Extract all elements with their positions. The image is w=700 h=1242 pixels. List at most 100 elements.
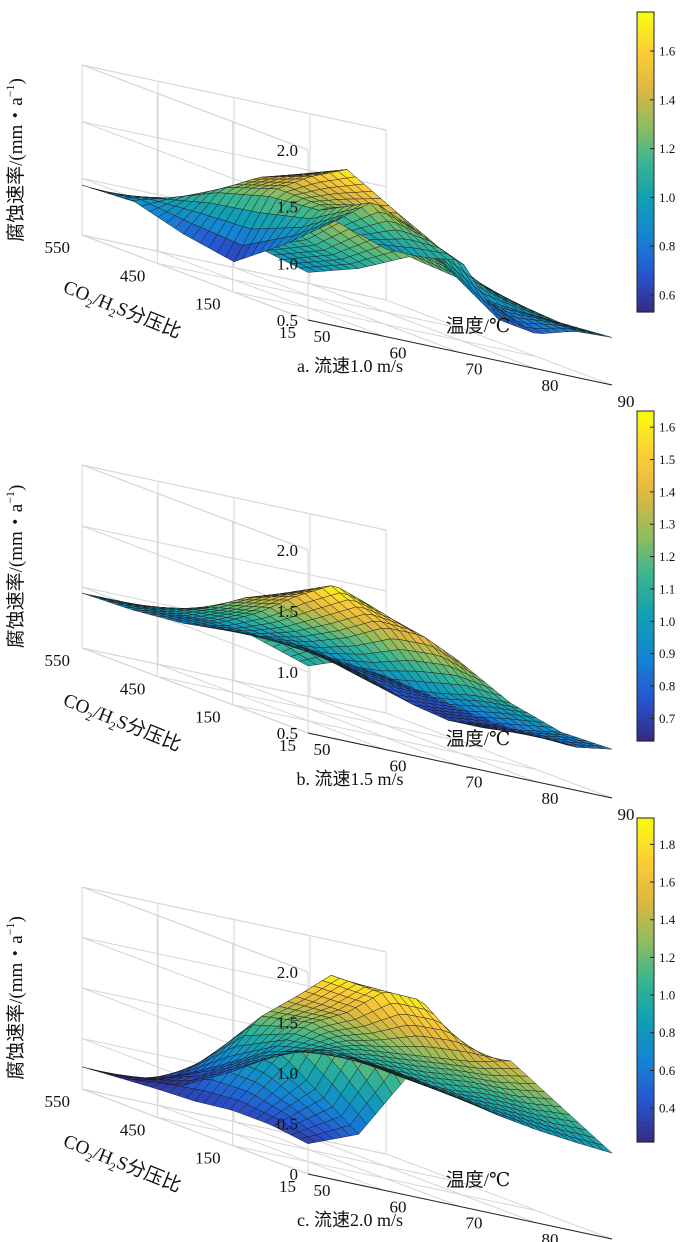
- colorbar-step: [637, 422, 654, 429]
- colorbar-step: [637, 1125, 654, 1132]
- colorbar-step: [637, 1061, 654, 1067]
- colorbar-step: [637, 904, 654, 911]
- colorbar-step: [637, 287, 654, 293]
- colorbar-frame: [636, 410, 655, 742]
- colorbar-step: [637, 137, 654, 143]
- colorbar-step: [637, 1088, 654, 1094]
- colorbar-step: [637, 576, 654, 583]
- y-axis-label: CO2/H2S分压比: [59, 1130, 184, 1200]
- colorbar-step: [637, 242, 654, 248]
- surface-panel-2: 0.5 1.0 1.5 2.0 50 60 70 80 90 15 150 450 550 腐蚀速率/(m…: [3, 410, 676, 824]
- colorbar-step: [637, 647, 654, 654]
- colorbar-step: [637, 521, 654, 528]
- y-tick-label: 15: [279, 323, 296, 342]
- colorbar-step: [637, 47, 654, 53]
- colorbar-step: [637, 157, 654, 163]
- colorbar-step: [637, 77, 654, 83]
- colorbar-step: [637, 433, 654, 440]
- colorbar-step: [637, 182, 654, 188]
- y-tick-label: 550: [45, 1092, 71, 1111]
- colorbar-step: [637, 996, 654, 1003]
- colorbar-step: [637, 818, 654, 824]
- colorbar-tick-label: 1.8: [659, 837, 675, 852]
- surface-mesh: [81, 585, 613, 750]
- colorbar-step: [637, 1050, 654, 1057]
- x-tick-label: 90: [618, 392, 635, 411]
- colorbar-step: [637, 57, 654, 63]
- colorbar-step: [637, 625, 654, 632]
- colorbar-step: [637, 97, 654, 103]
- colorbar-step: [637, 882, 654, 889]
- colorbar-step: [637, 67, 654, 73]
- colorbar-step: [637, 252, 654, 258]
- colorbar-step: [637, 92, 654, 98]
- colorbar-step: [637, 22, 654, 28]
- colorbar-step: [637, 37, 654, 43]
- colorbar-step: [637, 52, 654, 58]
- colorbar-step: [637, 642, 654, 649]
- z-tick-label: 1.0: [277, 1064, 298, 1083]
- y-tick-label: 15: [279, 1177, 296, 1196]
- colorbar-step: [637, 62, 654, 68]
- colorbar-step: [637, 866, 654, 873]
- z-tick-label: 1.0: [277, 254, 298, 273]
- colorbar-step: [637, 664, 654, 671]
- colorbar-step: [637, 936, 654, 943]
- colorbar-step: [637, 42, 654, 48]
- colorbar-step: [637, 526, 654, 533]
- colorbar-step: [637, 532, 654, 539]
- colorbar-step: [637, 262, 654, 268]
- colorbar-step: [637, 466, 654, 473]
- z-tick-label: 0.5: [277, 311, 298, 330]
- colorbar-step: [637, 17, 654, 23]
- colorbar-step: [637, 1007, 654, 1013]
- colorbar-step: [637, 222, 654, 228]
- colorbar-step: [637, 1109, 654, 1116]
- colorbar-step: [637, 697, 654, 704]
- colorbar-step: [637, 554, 654, 561]
- colorbar-step: [637, 411, 654, 418]
- colorbar-step: [637, 1066, 654, 1073]
- colorbar-tick-label: 0.8: [659, 239, 675, 254]
- colorbar-step: [637, 142, 654, 148]
- colorbar-step: [637, 1034, 654, 1040]
- y-tick-label: 550: [45, 651, 71, 670]
- colorbar-step: [637, 416, 654, 423]
- colorbar-step: [637, 247, 654, 253]
- colorbar-step: [637, 102, 654, 108]
- x-tick-label: 80: [542, 789, 559, 808]
- colorbar-step: [637, 1098, 654, 1105]
- colorbar-step: [637, 477, 654, 484]
- colorbar-step: [637, 112, 654, 118]
- colorbar-step: [637, 1039, 654, 1046]
- colorbar-step: [637, 1082, 654, 1089]
- colorbar-step: [637, 658, 654, 665]
- y-tick-label: 450: [120, 266, 146, 285]
- y-tick-label: 450: [120, 679, 146, 698]
- surface-patch: [377, 244, 395, 252]
- colorbar-step: [637, 675, 654, 682]
- y-axis-label: CO2/H2S分压比: [59, 689, 184, 759]
- colorbar-tick-label: 0.8: [659, 1025, 675, 1040]
- colorbar-step: [637, 592, 654, 599]
- x-tick-label: 60: [390, 756, 407, 775]
- colorbar-tick-label: 0.6: [659, 1063, 676, 1078]
- z-tick-label: 2.0: [277, 963, 298, 982]
- colorbar-step: [637, 297, 654, 303]
- panel-caption: b. 流速1.5 m/s: [296, 769, 403, 789]
- x-axis-label: 温度/℃: [446, 728, 511, 750]
- colorbar-step: [637, 1028, 654, 1035]
- colorbar-step: [637, 122, 654, 128]
- colorbar-tick-label: 1.3: [659, 517, 675, 532]
- colorbar-step: [637, 187, 654, 193]
- colorbar-step: [637, 990, 654, 997]
- z-tick-label: 0.5: [277, 1115, 298, 1134]
- colorbar-step: [637, 1055, 654, 1062]
- colorbar-step: [637, 152, 654, 158]
- colorbar-tick-label: 1.2: [659, 950, 675, 965]
- z-axis-label: 腐蚀速率/(mm・a−1): [3, 78, 27, 242]
- colorbar-tick-label: 1.0: [659, 988, 675, 1003]
- colorbar-step: [637, 686, 654, 693]
- colorbar-step: [637, 609, 654, 616]
- colorbar-frame: [636, 817, 655, 1143]
